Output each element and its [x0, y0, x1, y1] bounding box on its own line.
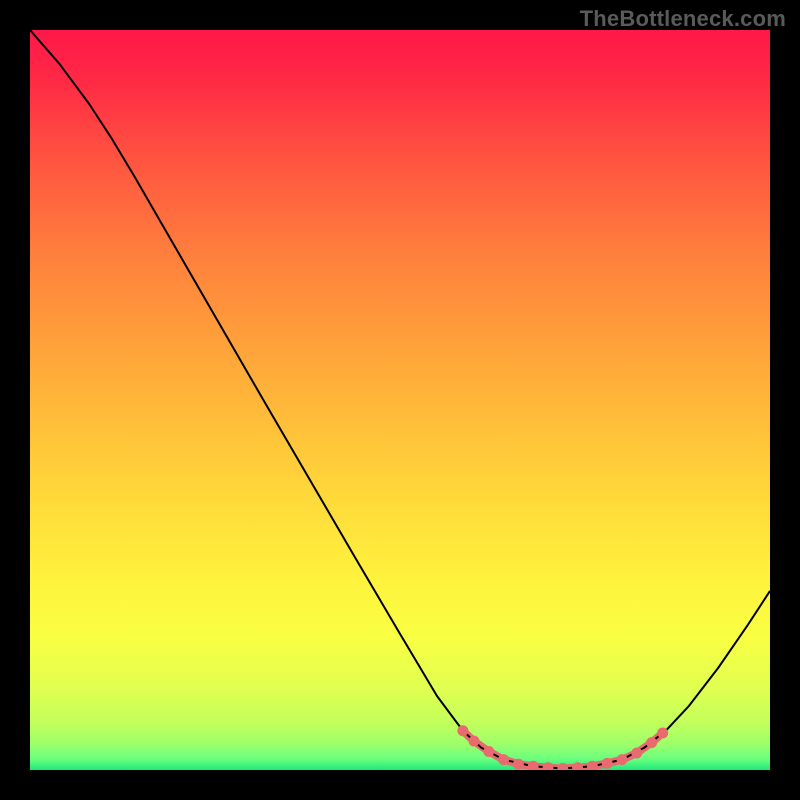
optimal-marker [602, 758, 613, 769]
optimal-marker [646, 737, 657, 748]
optimal-marker [469, 736, 480, 747]
chart-svg [30, 30, 770, 770]
optimal-marker [483, 746, 494, 757]
bottleneck-chart [30, 30, 770, 770]
optimal-marker [657, 728, 668, 739]
chart-container: TheBottleneck.com [0, 0, 800, 800]
optimal-marker [617, 754, 628, 765]
watermark-label: TheBottleneck.com [580, 6, 786, 32]
optimal-marker [498, 754, 509, 765]
optimal-marker [631, 747, 642, 758]
optimal-marker [457, 725, 468, 736]
optimal-marker [513, 759, 524, 770]
chart-background [30, 30, 770, 770]
